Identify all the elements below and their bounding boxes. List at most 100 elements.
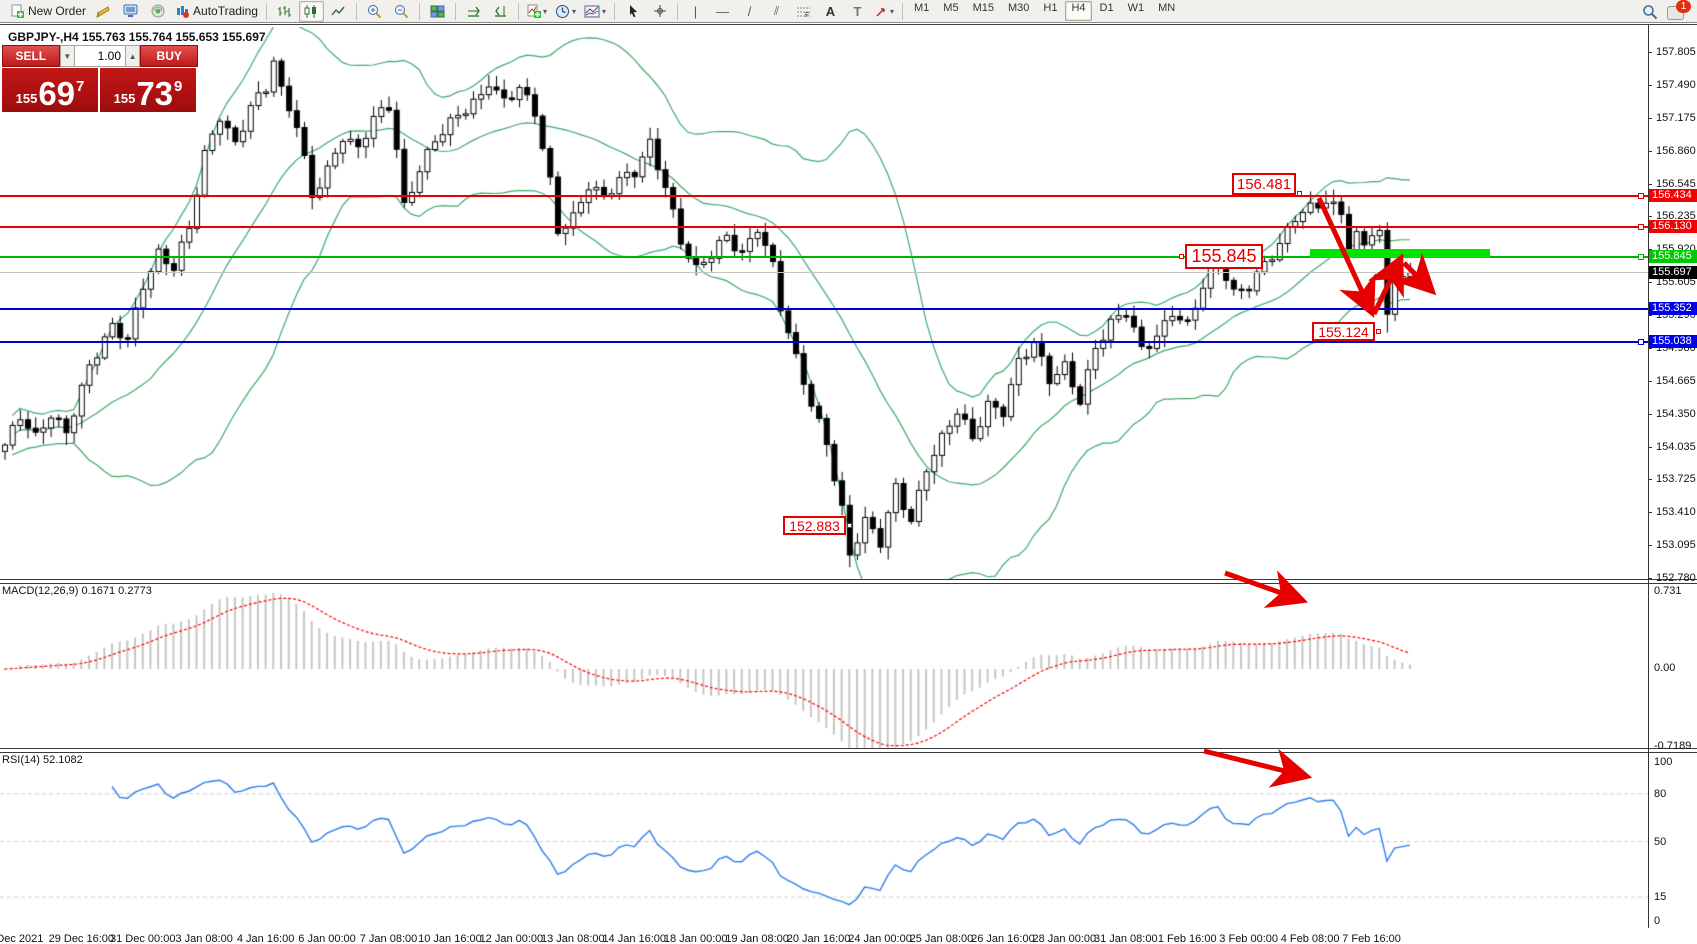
macd-panel-splitter[interactable] (0, 579, 1697, 584)
templates-button[interactable]: ▾ (581, 1, 609, 22)
date-axis-label: 7 Feb 16:00 (1342, 933, 1401, 944)
price-tag-155.038: 155.038 (1649, 334, 1697, 348)
toolbar-separator (265, 2, 267, 20)
periods-button[interactable]: ▾ (552, 1, 579, 22)
pivot-price-label[interactable]: 155.845 (1185, 244, 1263, 269)
bar-chart-button[interactable] (272, 1, 297, 22)
connection-button[interactable] (145, 1, 170, 22)
symbol-ohlc-info: GBPJPY-,H4 155.763 155.764 155.653 155.6… (8, 30, 266, 44)
zoom-in-button[interactable] (362, 1, 387, 22)
price-axis-tick (1648, 347, 1652, 349)
timeframe-w1[interactable]: W1 (1127, 2, 1145, 14)
crosshair-button[interactable] (647, 1, 672, 22)
price-axis-value: 157.805 (1656, 46, 1696, 58)
rsi-axis-value: 15 (1654, 891, 1667, 904)
timeframe-m1[interactable]: M1 (914, 2, 930, 14)
date-axis-label: 31 Jan 08:00 (1093, 933, 1158, 944)
timeframe-mn[interactable]: MN (1158, 2, 1176, 14)
zoom-in-icon (367, 4, 382, 18)
community-button[interactable]: 1 (1664, 0, 1691, 22)
pivot-line-handle[interactable] (1638, 254, 1644, 261)
chart-shift-button[interactable] (488, 1, 513, 22)
date-axis-label: 18 Jan 00:00 (663, 933, 728, 944)
timeframe-m30[interactable]: M30 (1007, 2, 1030, 14)
price-axis-value: 157.490 (1656, 78, 1696, 91)
current-price-line[interactable] (0, 272, 1648, 274)
high-price-label-anchor[interactable] (1297, 191, 1302, 196)
resistance-line-2-handle[interactable] (1638, 224, 1644, 231)
volume-up-button[interactable]: ▲ (125, 45, 141, 67)
fibonacci-button[interactable]: F (791, 1, 816, 22)
price-axis-tick (1648, 512, 1652, 514)
price-tag-156.434: 156.434 (1649, 188, 1697, 202)
buy-price-quote[interactable]: 155 73 9 (100, 68, 196, 112)
arrows-button[interactable]: ▾ (872, 1, 897, 22)
pullback-low-label[interactable]: 155.124 (1312, 322, 1375, 341)
new-order-button[interactable]: New Order (7, 1, 89, 22)
swing-low-label[interactable]: 152.883 (783, 516, 846, 535)
metaeditor-button[interactable] (91, 1, 116, 22)
rsi-canvas[interactable] (0, 753, 1648, 928)
cursor-button[interactable] (620, 1, 645, 22)
timeframe-m15[interactable]: M15 (972, 2, 994, 14)
autoscroll-button[interactable] (461, 1, 486, 22)
vertical-line-button[interactable]: | (693, 3, 698, 19)
price-axis-tick (1648, 249, 1652, 251)
zoom-out-button[interactable] (389, 1, 414, 22)
autotrading-icon (177, 6, 190, 18)
support-line-2[interactable] (0, 340, 1648, 343)
resistance-line-2[interactable] (0, 226, 1648, 229)
swing-low-label-anchor[interactable] (847, 522, 852, 528)
text-button[interactable]: A (825, 3, 836, 19)
candle-chart-button[interactable] (298, 0, 324, 22)
price-axis-value: 154.350 (1656, 407, 1696, 420)
buy-button[interactable]: BUY (140, 45, 198, 67)
indicators-button[interactable]: ▾ (524, 1, 550, 22)
pivot-line[interactable] (0, 256, 1648, 259)
new-order-icon (11, 4, 24, 18)
timeframe-m5[interactable]: M5 (943, 2, 959, 14)
channel-button[interactable]: ⫽ (773, 3, 780, 18)
cursor-icon (629, 5, 637, 18)
pivot-price-label-anchor[interactable] (1179, 253, 1184, 259)
sell-button[interactable]: SELL (2, 45, 60, 67)
date-axis-label: 28 Jan 00:00 (1032, 933, 1097, 944)
support-line-2-handle[interactable] (1638, 338, 1644, 345)
autotrading-button[interactable]: AutoTrading (172, 1, 261, 22)
date-axis-label: Dec 2021 (0, 933, 44, 944)
volume-input[interactable] (75, 45, 125, 67)
date-axis-label: 3 Feb 00:00 (1219, 933, 1279, 944)
timeframe-h1[interactable]: H1 (1043, 2, 1058, 14)
price-axis-tick (1648, 282, 1652, 284)
price-axis-value: 153.410 (1656, 506, 1696, 519)
macd-axis-value: -0.7189 (1654, 740, 1692, 752)
date-axis-label: 31 Dec 00:00 (110, 933, 176, 944)
support-line-1[interactable] (0, 307, 1648, 310)
pullback-low-label-anchor[interactable] (1376, 328, 1381, 334)
price-axis-tick (1648, 413, 1652, 415)
resistance-line-1[interactable] (0, 194, 1648, 197)
new-order-label: New Order (28, 4, 87, 18)
trendline-button[interactable]: / (747, 3, 752, 19)
timeframe-h4[interactable]: H4 (1065, 1, 1092, 21)
resistance-line-1-handle[interactable] (1638, 192, 1644, 199)
high-price-label[interactable]: 156.481 (1232, 173, 1296, 195)
supply-zone-bar[interactable] (1310, 249, 1490, 259)
sell-price-quote[interactable]: 155 69 7 (2, 68, 98, 112)
horizontal-line-button[interactable]: — (716, 3, 729, 19)
price-chart-canvas[interactable] (0, 27, 1648, 579)
terminal-button[interactable] (118, 1, 143, 22)
metaeditor-icon (96, 6, 110, 18)
price-axis-tick (1648, 315, 1652, 316)
rsi-panel-splitter[interactable] (0, 748, 1697, 753)
search-button[interactable] (1637, 1, 1662, 22)
line-chart-button[interactable] (326, 1, 351, 22)
macd-canvas[interactable] (0, 584, 1648, 748)
price-axis-value: 156.860 (1656, 144, 1696, 157)
indicators-icon (527, 4, 541, 18)
tile-windows-button[interactable] (425, 1, 450, 22)
price-tag-155.697: 155.697 (1649, 265, 1697, 279)
volume-down-button[interactable]: ▼ (59, 45, 75, 67)
timeframe-d1[interactable]: D1 (1099, 2, 1114, 14)
text-label-button[interactable]: T (853, 3, 862, 19)
